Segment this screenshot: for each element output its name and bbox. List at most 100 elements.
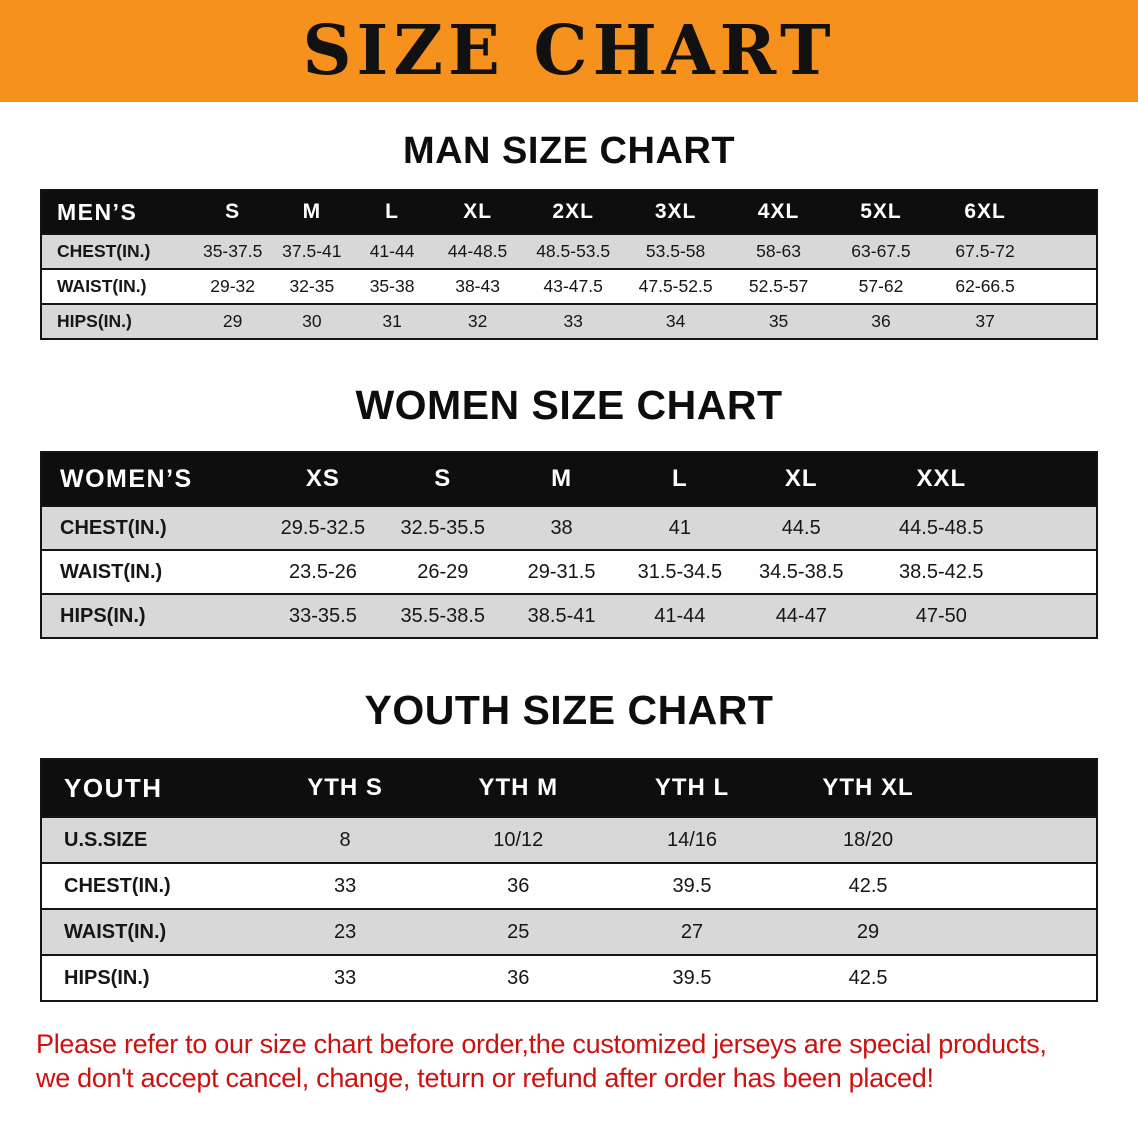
size-cell: 32-35 bbox=[272, 268, 352, 304]
youth-size-table: YOUTH YTH S YTH M YTH L YTH XL U.S.SIZE … bbox=[40, 758, 1098, 1002]
women-waist-row: WAIST(IN.) 23.5-26 26-29 29-31.5 31.5-34… bbox=[41, 549, 1097, 594]
size-cell: 38.5-42.5 bbox=[863, 549, 1097, 594]
row-label: HIPS(IN.) bbox=[41, 303, 194, 339]
size-cell: 44-47 bbox=[738, 593, 864, 638]
size-cell: 25 bbox=[431, 908, 605, 955]
row-label: HIPS(IN.) bbox=[41, 954, 259, 1001]
size-column-header: YTH S bbox=[258, 758, 432, 817]
men-section: MAN SIZE CHART MEN’S S M L XL 2XL 3XL 4X… bbox=[0, 130, 1138, 340]
page-title: SIZE CHART bbox=[302, 11, 836, 91]
size-cell: 8 bbox=[258, 816, 432, 863]
size-cell: 67.5-72 bbox=[932, 233, 1097, 269]
size-cell: 44-48.5 bbox=[432, 233, 523, 269]
women-hips-row: HIPS(IN.) 33-35.5 35.5-38.5 38.5-41 41-4… bbox=[41, 593, 1097, 638]
size-column-header: 2XL bbox=[522, 189, 624, 234]
women-section: WOMEN SIZE CHART WOMEN’S XS S M L XL XXL bbox=[0, 382, 1138, 639]
size-cell: 36 bbox=[829, 303, 933, 339]
size-column-header: YTH XL bbox=[779, 758, 1097, 817]
size-cell: 31 bbox=[351, 303, 433, 339]
size-cell: 58-63 bbox=[727, 233, 830, 269]
size-cell: 37 bbox=[932, 303, 1097, 339]
youth-table-title: YOUTH bbox=[41, 758, 259, 817]
size-column-header: YTH M bbox=[431, 758, 605, 817]
size-column-header: 3XL bbox=[623, 189, 728, 234]
size-cell: 23.5-26 bbox=[262, 549, 384, 594]
size-cell: 43-47.5 bbox=[522, 268, 624, 304]
size-cell: 44.5-48.5 bbox=[863, 505, 1097, 550]
size-column-header: L bbox=[351, 189, 433, 234]
size-cell: 36 bbox=[431, 954, 605, 1001]
size-cell: 44.5 bbox=[738, 505, 864, 550]
size-cell: 34.5-38.5 bbox=[738, 549, 864, 594]
size-cell: 38.5-41 bbox=[502, 593, 621, 638]
size-cell: 63-67.5 bbox=[829, 233, 933, 269]
size-cell: 29-31.5 bbox=[502, 549, 621, 594]
size-cell: 42.5 bbox=[779, 954, 1097, 1001]
row-label: WAIST(IN.) bbox=[41, 268, 194, 304]
size-cell: 52.5-57 bbox=[727, 268, 830, 304]
size-cell: 38 bbox=[502, 505, 621, 550]
size-cell: 34 bbox=[623, 303, 728, 339]
size-cell: 39.5 bbox=[604, 862, 780, 909]
size-cell: 29 bbox=[193, 303, 273, 339]
size-cell: 47.5-52.5 bbox=[623, 268, 728, 304]
size-cell: 35 bbox=[727, 303, 830, 339]
men-header-row: MEN’S S M L XL 2XL 3XL 4XL 5XL 6XL bbox=[41, 189, 1097, 234]
size-cell: 30 bbox=[272, 303, 352, 339]
size-column-header: L bbox=[620, 451, 739, 506]
size-column-header: YTH L bbox=[604, 758, 780, 817]
size-cell: 32.5-35.5 bbox=[383, 505, 503, 550]
youth-waist-row: WAIST(IN.) 23 25 27 29 bbox=[41, 908, 1097, 955]
size-cell: 36 bbox=[431, 862, 605, 909]
men-section-heading: MAN SIZE CHART bbox=[402, 130, 736, 172]
men-size-table: MEN’S S M L XL 2XL 3XL 4XL 5XL 6XL CHEST… bbox=[40, 189, 1098, 340]
row-label: HIPS(IN.) bbox=[41, 593, 263, 638]
youth-ussize-row: U.S.SIZE 8 10/12 14/16 18/20 bbox=[41, 816, 1097, 863]
size-cell: 29 bbox=[779, 908, 1097, 955]
size-cell: 53.5-58 bbox=[623, 233, 728, 269]
row-label: CHEST(IN.) bbox=[41, 505, 263, 550]
size-column-header: 6XL bbox=[932, 189, 1097, 234]
size-cell: 35-38 bbox=[351, 268, 433, 304]
size-cell: 62-66.5 bbox=[932, 268, 1097, 304]
size-cell: 10/12 bbox=[431, 816, 605, 863]
women-section-heading: WOMEN SIZE CHART bbox=[355, 382, 783, 428]
size-column-header: 4XL bbox=[727, 189, 830, 234]
row-label: WAIST(IN.) bbox=[41, 908, 259, 955]
men-chest-row: CHEST(IN.) 35-37.5 37.5-41 41-44 44-48.5… bbox=[41, 233, 1097, 269]
size-cell: 32 bbox=[432, 303, 523, 339]
size-cell: 29-32 bbox=[193, 268, 273, 304]
size-cell: 31.5-34.5 bbox=[620, 549, 739, 594]
row-label: U.S.SIZE bbox=[41, 816, 259, 863]
size-column-header: XL bbox=[432, 189, 523, 234]
size-cell: 26-29 bbox=[383, 549, 503, 594]
size-column-header: S bbox=[193, 189, 273, 234]
youth-section-heading: YOUTH SIZE CHART bbox=[364, 687, 774, 733]
row-label: WAIST(IN.) bbox=[41, 549, 263, 594]
size-cell: 33 bbox=[258, 954, 432, 1001]
size-cell: 33-35.5 bbox=[262, 593, 384, 638]
disclaimer-line-2: we don't accept cancel, change, teturn o… bbox=[36, 1062, 934, 1093]
size-cell: 42.5 bbox=[779, 862, 1097, 909]
size-column-header: XL bbox=[738, 451, 864, 506]
size-cell: 27 bbox=[604, 908, 780, 955]
size-cell: 38-43 bbox=[432, 268, 523, 304]
size-cell: 48.5-53.5 bbox=[522, 233, 624, 269]
size-cell: 41-44 bbox=[351, 233, 433, 269]
size-cell: 57-62 bbox=[829, 268, 933, 304]
row-label: CHEST(IN.) bbox=[41, 862, 259, 909]
size-column-header: 5XL bbox=[829, 189, 933, 234]
youth-header-row: YOUTH YTH S YTH M YTH L YTH XL bbox=[41, 758, 1097, 817]
size-cell: 33 bbox=[258, 862, 432, 909]
youth-section: YOUTH SIZE CHART YOUTH YTH S YTH M YTH L… bbox=[0, 687, 1138, 1002]
size-column-header: XS bbox=[262, 451, 384, 506]
banner: SIZE CHART bbox=[0, 0, 1138, 102]
size-cell: 29.5-32.5 bbox=[262, 505, 384, 550]
size-cell: 14/16 bbox=[604, 816, 780, 863]
size-cell: 35-37.5 bbox=[193, 233, 273, 269]
size-cell: 37.5-41 bbox=[272, 233, 352, 269]
size-column-header: M bbox=[502, 451, 621, 506]
youth-hips-row: HIPS(IN.) 33 36 39.5 42.5 bbox=[41, 954, 1097, 1001]
men-hips-row: HIPS(IN.) 29 30 31 32 33 34 35 36 37 bbox=[41, 303, 1097, 339]
size-cell: 18/20 bbox=[779, 816, 1097, 863]
